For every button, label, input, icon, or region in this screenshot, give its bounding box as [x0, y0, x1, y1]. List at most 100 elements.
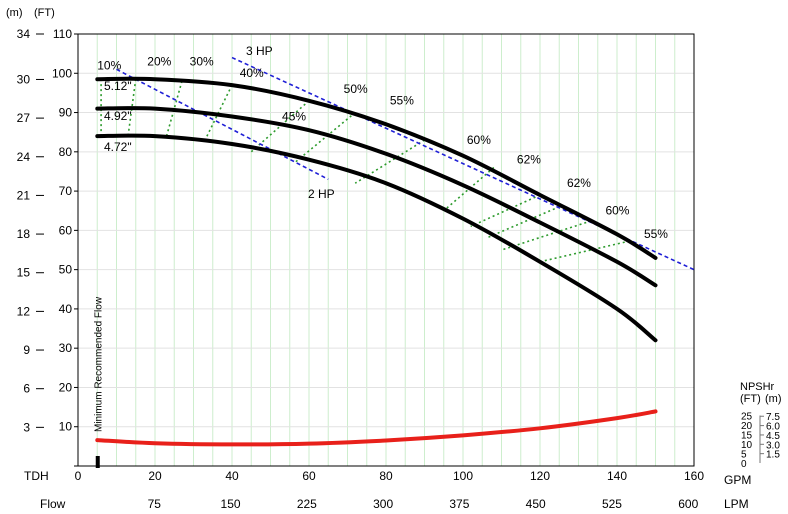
- efficiency-lines: [100, 79, 625, 263]
- npshr-unit-m: (m): [765, 393, 782, 405]
- npshr-unit-ft: (FT): [740, 393, 761, 405]
- plot-frame: [77, 33, 695, 467]
- y-m-tick-label: 24: [17, 150, 31, 164]
- efficiency-label: 55%: [644, 227, 668, 241]
- x-lpm-tick-label: 75: [148, 497, 162, 511]
- impeller-curve: [95, 106, 658, 288]
- y-unit-ft: (FT): [34, 7, 55, 19]
- y-ft-tick-label: 90: [59, 106, 73, 120]
- y-ft-tick-label: 110: [53, 27, 72, 41]
- y-m-tick-label: 18: [17, 227, 31, 241]
- impeller-curves: [95, 76, 658, 343]
- y-m-tick-label: 12: [17, 304, 31, 318]
- y-ft-tick-label: 10: [59, 420, 73, 434]
- npshr-curve-line: [95, 409, 658, 447]
- axes: (m) (FT)102030405060708090100110369121518…: [6, 7, 751, 511]
- efficiency-label: 10%: [97, 58, 121, 72]
- efficiency-line: [354, 139, 425, 184]
- flow-label: Flow: [40, 497, 66, 511]
- x-gpm-tick-label: 80: [379, 469, 393, 483]
- x-lpm-tick-label: 150: [221, 497, 241, 511]
- npshr-ft-tick: 20: [741, 421, 753, 432]
- hp-line: [116, 68, 329, 181]
- y-m-tick-label: 3: [23, 420, 30, 434]
- x-lpm-tick-label: 600: [678, 497, 698, 511]
- y-m-tick-label: 21: [17, 188, 31, 202]
- y-ft-tick-label: 60: [59, 223, 73, 237]
- x-gpm-tick-label: 60: [302, 469, 316, 483]
- npshr-title: NPSHr: [740, 381, 775, 393]
- efficiency-line: [204, 84, 233, 141]
- hp-label: 2 HP: [308, 187, 335, 201]
- impeller-label: 4.72": [104, 140, 132, 154]
- hp-label: 3 HP: [246, 44, 273, 58]
- npshr-ft-tick: 15: [741, 431, 753, 442]
- efficiency-label: 60%: [467, 133, 491, 147]
- npshr-m-tick: 3.0: [766, 440, 780, 451]
- x-lpm-tick-label: 525: [602, 497, 622, 511]
- efficiency-label: 40%: [240, 66, 264, 80]
- npshr-m-tick: 1.5: [766, 450, 780, 461]
- efficiency-line: [443, 166, 495, 212]
- y-m-tick-label: 9: [23, 343, 30, 357]
- npshr-m-tick: 7.5: [766, 412, 780, 423]
- y-unit-m: (m): [6, 7, 23, 19]
- grid-lines: [78, 34, 694, 466]
- impeller-label: 4.92": [104, 109, 132, 123]
- efficiency-label: 50%: [344, 82, 368, 96]
- npshr-ft-tick: 10: [741, 440, 753, 451]
- efficiency-label: 45%: [282, 109, 306, 123]
- y-ft-tick-label: 50: [59, 263, 73, 277]
- chart-labels: 3 HP 2 HP 5.12" 4.92" 4.72" 10% 20% 30% 40% 45% 50…: [93, 44, 668, 468]
- y-ft-tick-label: 100: [52, 66, 72, 80]
- x-gpm-tick-label: 120: [530, 469, 550, 483]
- efficiency-label: 62%: [517, 153, 541, 167]
- efficiency-line: [470, 194, 541, 228]
- y-m-tick-label: 30: [17, 72, 31, 86]
- x-lpm-tick-label: 300: [373, 497, 393, 511]
- x-lpm-tick-label: 375: [449, 497, 469, 511]
- gpm-unit-label: GPM: [724, 473, 751, 487]
- npshr-ft-tick: 0: [741, 459, 747, 470]
- efficiency-line: [485, 206, 560, 239]
- min-flow-marker: [95, 456, 100, 468]
- efficiency-label: 55%: [390, 94, 414, 108]
- x-gpm-tick-label: 0: [75, 469, 82, 483]
- npshr-ft-tick: 5: [741, 450, 747, 461]
- npshr-ft-tick: 25: [741, 412, 753, 423]
- y-ft-tick-label: 40: [59, 302, 73, 316]
- efficiency-line: [293, 111, 356, 165]
- efficiency-label: 20%: [147, 54, 171, 68]
- y-m-tick-label: 27: [17, 111, 31, 125]
- x-gpm-tick-label: 160: [684, 469, 704, 483]
- lpm-unit-label: LPM: [724, 497, 749, 511]
- y-ft-tick-label: 70: [59, 184, 73, 198]
- impeller-label: 5.12": [104, 79, 132, 93]
- impeller-curve: [95, 76, 658, 260]
- x-gpm-tick-label: 140: [607, 469, 627, 483]
- tdh-label: TDH: [24, 469, 49, 483]
- x-gpm-tick-label: 40: [225, 469, 239, 483]
- npshr-m-tick: 6.0: [766, 422, 780, 433]
- y-m-tick-label: 15: [17, 266, 31, 280]
- efficiency-label: 30%: [190, 54, 214, 68]
- x-gpm-tick-label: 20: [148, 469, 162, 483]
- impeller-curve: [95, 133, 658, 343]
- npshr-m-tick: 4.5: [766, 431, 780, 442]
- y-ft-tick-label: 20: [59, 380, 73, 394]
- plot-border: [77, 33, 695, 467]
- min-flow-label: Minimum Recommended Flow: [93, 296, 104, 432]
- y-m-tick-label: 6: [23, 382, 30, 396]
- npshr-curve: [95, 409, 658, 447]
- y-m-tick-label: 34: [17, 27, 31, 41]
- y-ft-tick-label: 30: [59, 341, 73, 355]
- x-lpm-tick-label: 450: [526, 497, 546, 511]
- x-gpm-tick-label: 100: [453, 469, 473, 483]
- y-ft-tick-label: 80: [59, 145, 73, 159]
- x-lpm-tick-label: 225: [297, 497, 317, 511]
- efficiency-label: 62%: [567, 176, 591, 190]
- efficiency-label: 60%: [605, 204, 629, 218]
